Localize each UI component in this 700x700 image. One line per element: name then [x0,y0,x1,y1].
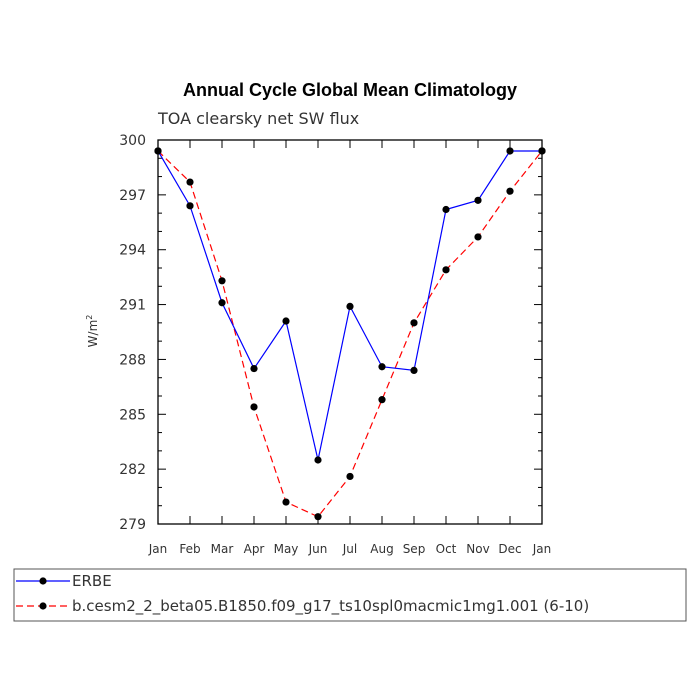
x-tick-label: Jan [148,542,168,556]
plot-frame [157,139,543,525]
legend-marker [39,577,47,585]
y-tick-label: 297 [119,188,146,204]
x-tick-label: Jun [308,542,328,556]
data-point [442,266,450,274]
series-2 [154,147,546,521]
x-tick-label: Nov [466,542,489,556]
x-tick-label: Jul [342,542,357,556]
y-tick-label: 291 [119,298,146,314]
x-tick-label: Apr [244,542,265,556]
data-point [250,403,258,411]
chart-subtitle: TOA clearsky net SW flux [157,109,359,128]
axis-ticks: 279 282 285 288 291 294 297 300 Jan Feb Mar Apr May J… [119,133,551,556]
data-point [474,233,482,241]
x-tick-label: Aug [370,542,393,556]
data-series [154,147,546,521]
x-tick-label: Feb [179,542,200,556]
data-point [378,396,386,404]
legend-marker [39,602,47,610]
y-tick-label: 288 [119,352,146,368]
y-tick-label: 279 [119,517,146,533]
legend-label: b.cesm2_2_beta05.B1850.f09_g17_ts10spl0m… [72,597,589,616]
data-point [314,513,322,521]
legend-box [13,568,687,622]
series-line [157,150,543,518]
data-point [378,363,386,371]
data-point [218,299,226,307]
data-point [218,277,226,285]
legend-label: ERBE [72,572,112,590]
data-point [186,202,194,210]
data-point [250,364,258,373]
y-axis-label-superscript: 2 [85,315,94,320]
x-tick-label: Jan [532,542,552,556]
data-point [506,187,514,195]
data-point [346,472,354,481]
data-point [314,456,322,464]
y-axis-label-text: W/m [86,320,100,348]
chart-title: Annual Cycle Global Mean Climatology [183,80,517,100]
data-point [506,147,514,155]
y-tick-label: 285 [119,407,146,423]
y-tick-label: 294 [119,243,146,259]
data-point [442,205,450,214]
data-point [410,366,418,374]
data-point [346,302,354,310]
data-point [282,317,290,325]
y-axis-label: W/m2 [85,315,100,348]
legend: ERBE b.cesm2_2_beta05.B1850.f09_g17_ts10s… [13,568,687,622]
y-tick-label: 300 [119,133,146,149]
x-tick-label: Dec [498,542,521,556]
x-tick-label: Mar [211,542,234,556]
x-tick-label: May [274,542,299,556]
data-point [282,498,290,506]
data-point [474,196,482,204]
series-1 [154,147,546,464]
y-tick-label: 282 [119,462,146,478]
data-point [410,319,418,327]
x-tick-label: Sep [403,542,426,556]
data-point [186,178,194,186]
x-tick-label: Oct [436,542,457,556]
